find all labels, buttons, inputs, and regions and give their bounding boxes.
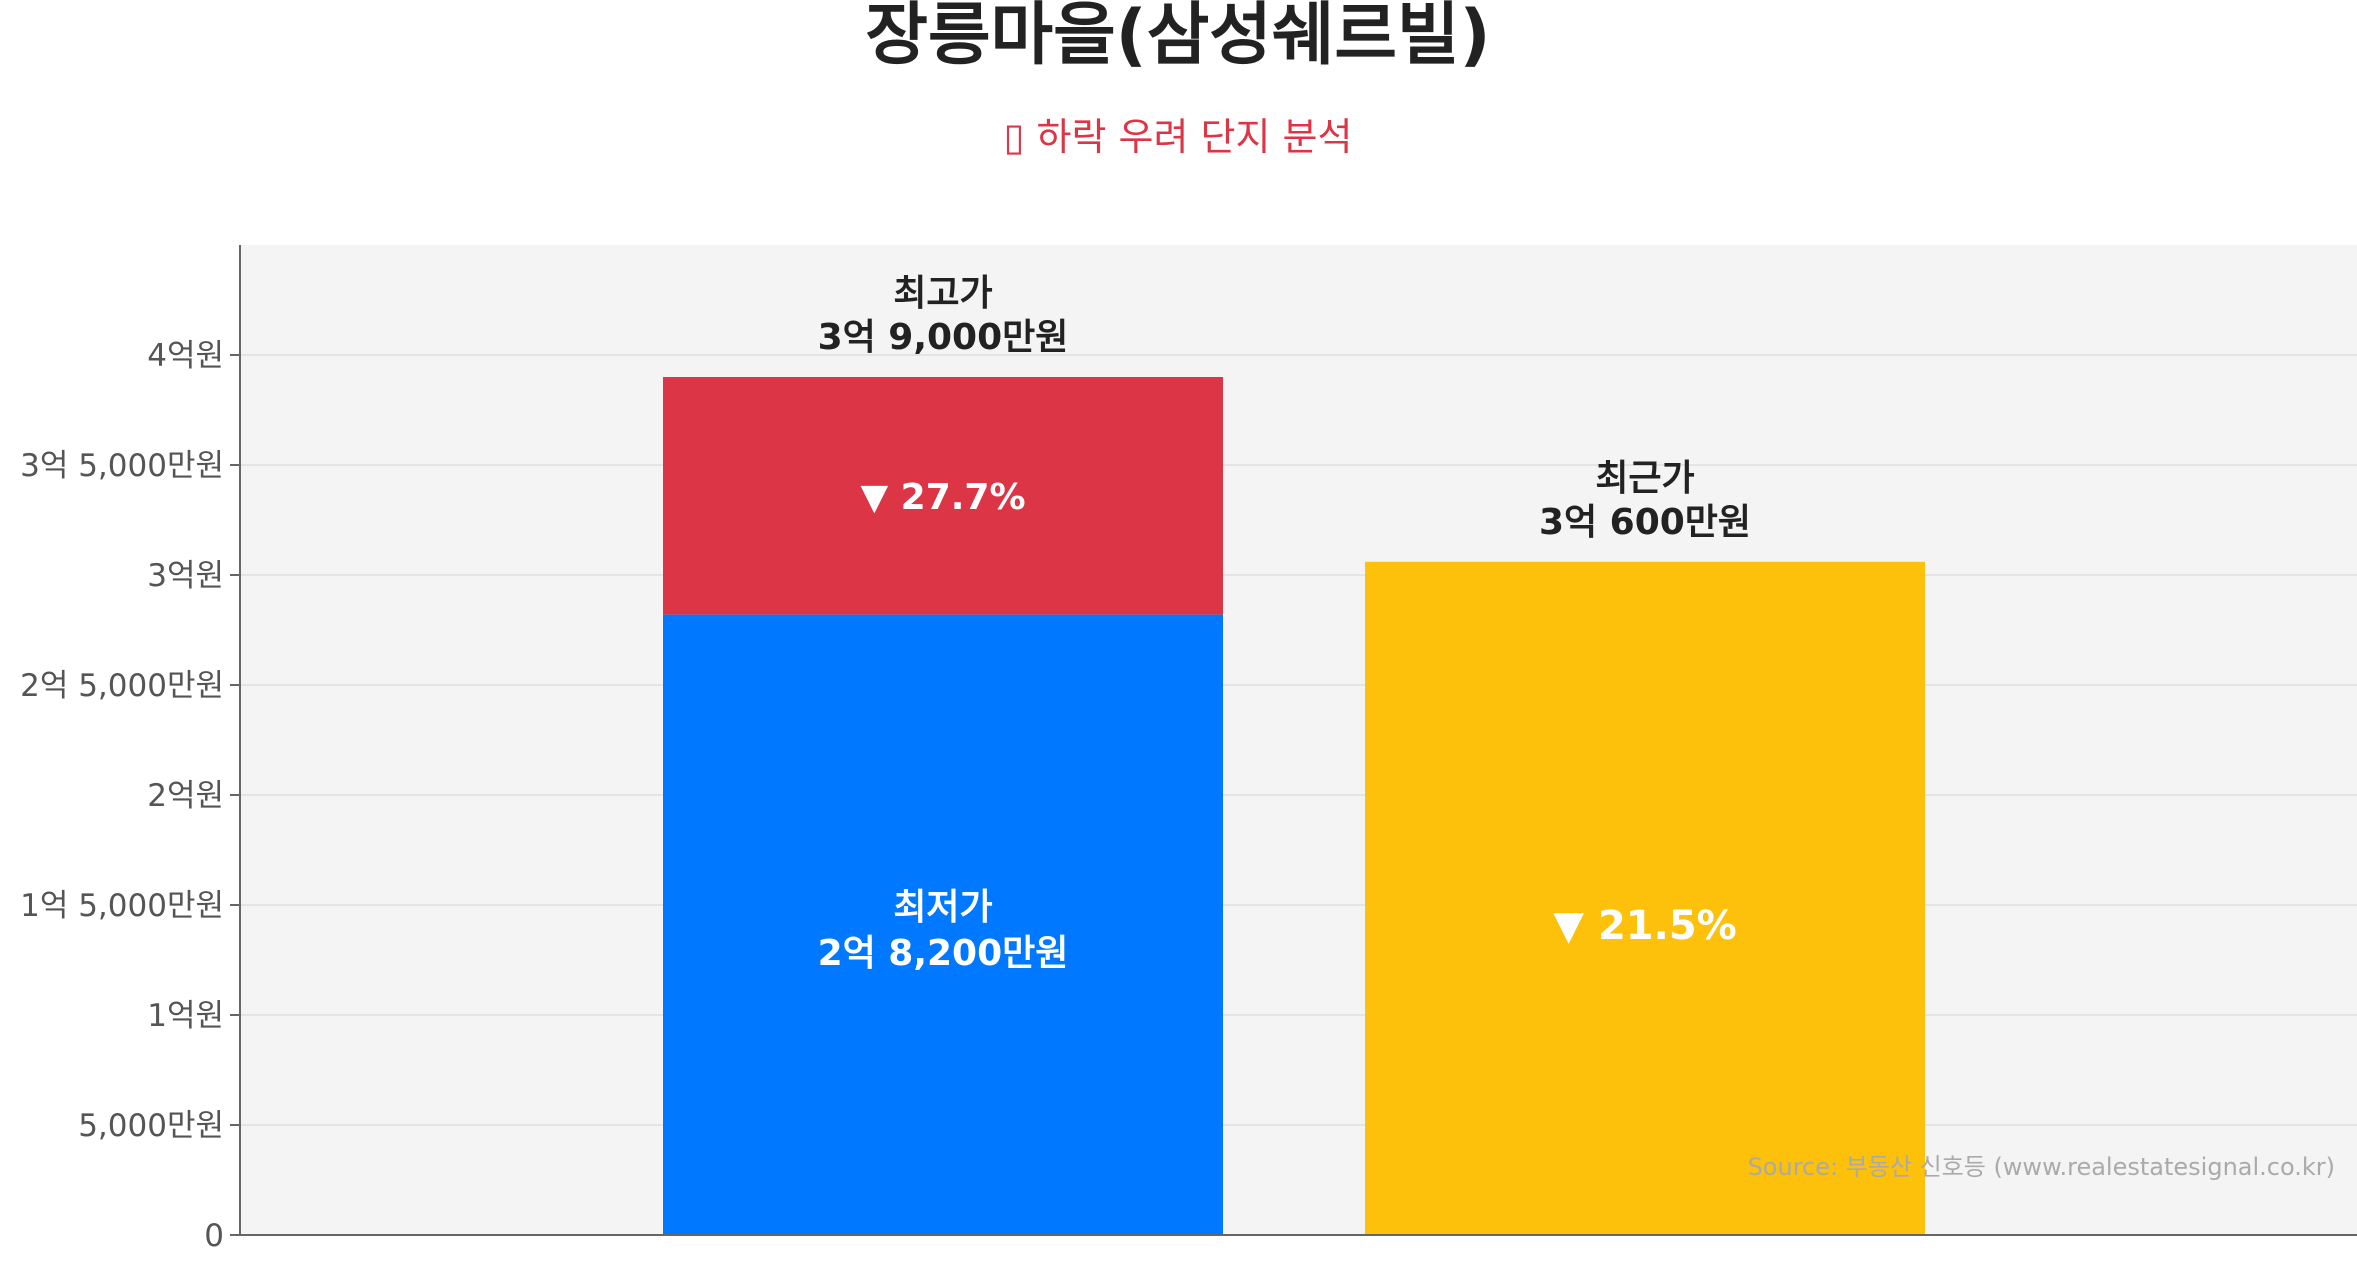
y-axis-ticks: 0 5,000만원 1억원 1억 5,000만원 2억원 2억 5,000만원 3억원 3억 … [20, 338, 240, 1254]
source-credit: Source: 부동산 신호등 (www.realestatesignal.co… [1748, 1153, 2335, 1181]
y-tick-label: 5,000만원 [78, 1108, 224, 1144]
y-tick-label: 1억 5,000만원 [20, 888, 224, 924]
chart-title: 장릉마을(삼성쉐르빌) [865, 0, 1490, 75]
lowest-price-value: 2억 8,200만원 [818, 933, 1069, 974]
plot-area [240, 245, 2357, 1235]
y-tick-label: 3억 5,000만원 [20, 448, 224, 484]
recent-price-value: 3억 600만원 [1539, 502, 1751, 543]
recent-drop-percent: ▼ 21.5% [1553, 903, 1736, 949]
bars [663, 377, 1925, 1235]
y-tick-label: 4억원 [147, 338, 224, 374]
highest-price-title: 최고가 [893, 273, 992, 314]
y-tick-label: 0 [204, 1218, 224, 1254]
y-tick-label: 2억원 [147, 778, 224, 814]
y-tick-label: 1억원 [147, 998, 224, 1034]
y-tick-label: 2억 5,000만원 [20, 668, 224, 704]
gridlines [240, 354, 2357, 1126]
recent-price-title: 최근가 [1595, 458, 1694, 499]
bar-highest-price-drop [663, 377, 1223, 615]
chart-subtitle: ▯ 하락 우려 단지 분석 [1004, 115, 1353, 159]
highest-drop-percent: ▼ 27.7% [860, 477, 1025, 518]
highest-price-value: 3억 9,000만원 [818, 317, 1069, 358]
bar-lowest-price [663, 614, 1223, 1235]
y-tick-label: 3억원 [147, 558, 224, 594]
lowest-price-title: 최저가 [893, 887, 992, 928]
bar-recent-price [1365, 561, 1925, 1235]
